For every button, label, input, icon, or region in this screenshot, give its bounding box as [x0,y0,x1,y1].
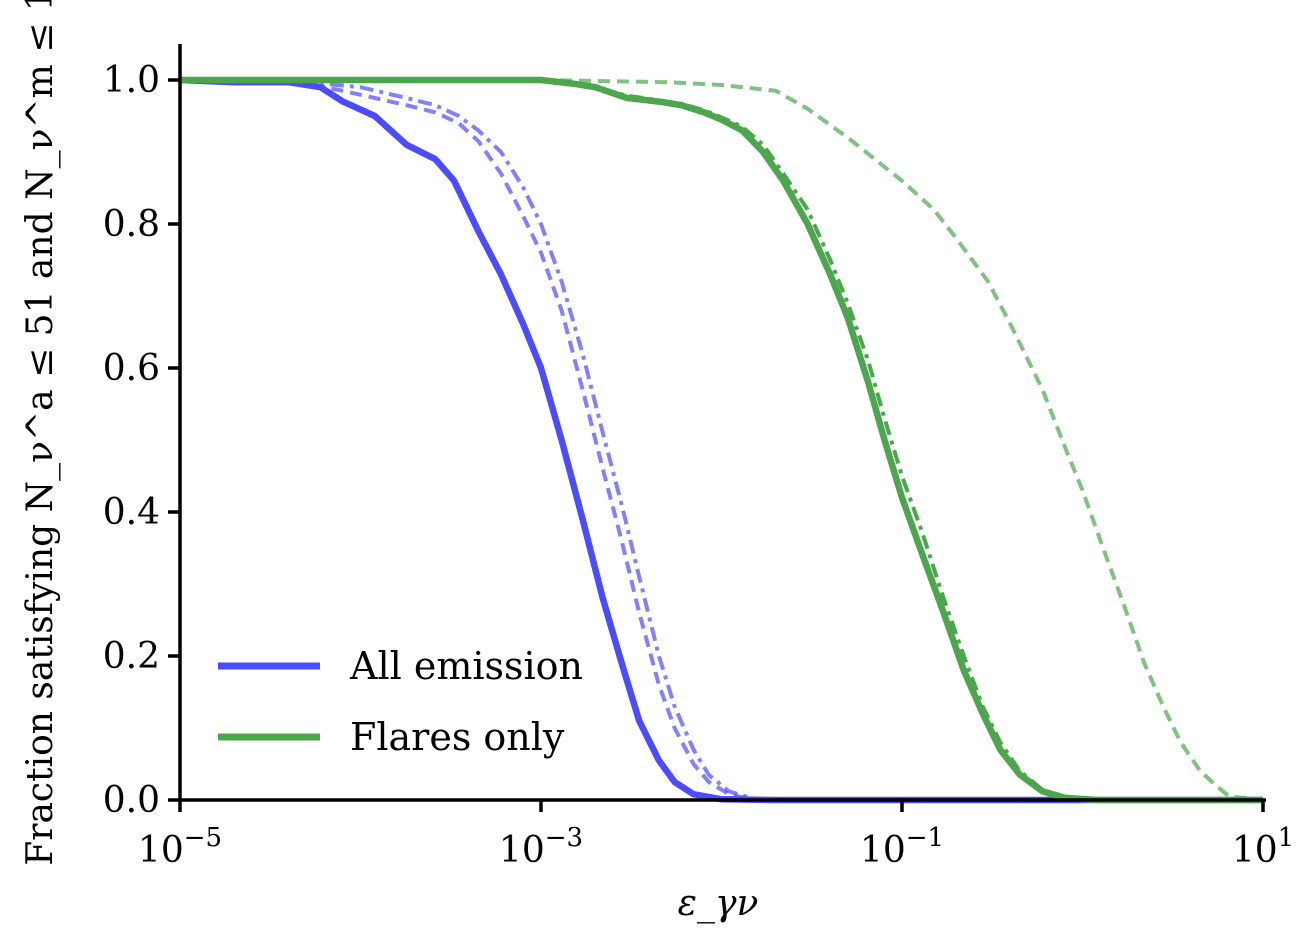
x-tick-label: 101 [1232,823,1294,871]
series-line-all-emission-solid [179,76,1263,804]
legend-label: Flares only [350,715,565,759]
ticks: 0.0 0.2 0.4 0.6 0.8 1.0 10−5 10−3 10−1 101 [103,60,1294,871]
series-line-flares-only-solid [180,76,1263,804]
y-tick-label: 0.0 [103,780,160,821]
x-tick-label: 10−5 [138,823,222,871]
y-tick-label: 0.6 [103,348,160,389]
series-line-flares-only-dash [540,78,1264,802]
y-tick-label: 1.0 [103,60,160,101]
y-tick-label: 0.8 [103,204,160,245]
series-layer [179,76,1264,804]
y-tick-label: 0.4 [103,492,160,533]
x-tick-label: 10−3 [499,823,583,871]
series-line-all-emission-dashdot [179,78,1263,802]
series-line-flares-only-dashdot [540,78,1263,802]
series-line-all-emission-dash [179,78,1263,802]
legend-label: All emission [349,644,583,688]
y-axis-label: Fraction satisfying N_ν^a ≤ 51 and N_ν^m… [20,0,61,866]
x-tick-label: 10−1 [860,823,944,871]
x-axis-label: ε_γν [678,883,759,924]
axes [178,44,1266,802]
y-tick-label: 0.2 [103,636,160,677]
legend: All emission Flares only [218,644,583,759]
